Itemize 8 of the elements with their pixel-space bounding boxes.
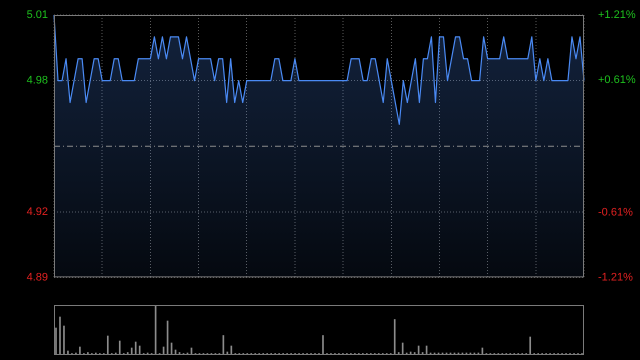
y-tick-label: 4.89 bbox=[26, 271, 48, 284]
y2-tick-label: +0.61% bbox=[598, 74, 636, 86]
y2-tick-label: -0.61% bbox=[598, 206, 634, 218]
y2-tick-label: +1.21% bbox=[598, 9, 636, 22]
y-tick-label: 4.92 bbox=[26, 206, 48, 218]
y-tick-label: 4.98 bbox=[26, 74, 48, 87]
y2-tick-label: -1.21% bbox=[598, 271, 634, 284]
y-tick-label: 5.01 bbox=[26, 9, 48, 22]
